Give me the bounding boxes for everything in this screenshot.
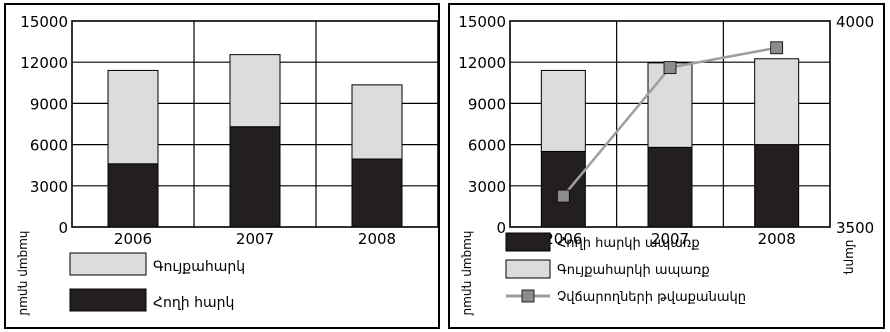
x-tick-label: 2006 [544,230,582,248]
y2-tick-label: 3500 [836,219,874,237]
x-tick-label: 2008 [358,230,396,248]
x-tick-label: 2006 [114,230,152,248]
bar-segment-0 [540,150,586,228]
bar-segment-0 [647,146,693,228]
bar-segment-0 [351,158,403,228]
y-tick-label: 12000 [458,54,506,72]
y-tick-label: 0 [496,219,506,237]
legend-label: Հողի հարկի ապառք [557,236,700,251]
legend-label: Գույքահարկի ապառք [557,263,710,278]
y-tick-label: 15000 [20,13,68,31]
bar-segment-1 [107,69,159,165]
y-tick-label: 9000 [468,95,506,113]
bar-segment-1 [754,58,800,146]
legend-swatch [69,288,147,312]
y-axis-title: հազար դրամ [461,231,475,316]
legend-swatch [505,259,551,279]
y-tick-label: 3000 [30,178,68,196]
bar-segment-0 [754,144,800,228]
y-tick-label: 0 [58,219,68,237]
legend-swatch [69,252,147,276]
y-tick-label: 6000 [468,137,506,155]
line-marker [770,41,784,55]
legend-label: Հողի հարկ [153,295,234,311]
right-chart-panel: 15000 12000 9000 6000 3000 0 2006 2007 2008 հազար… [448,3,885,329]
line-marker [556,189,570,203]
x-tick-label: 2007 [651,230,689,248]
y-tick-label: 6000 [30,137,68,155]
chart-left: 15000 12000 9000 6000 3000 0 2006 2007 2008 հազար… [17,13,439,316]
y-tick-label: 15000 [458,13,506,31]
bar-segment-1 [351,84,403,160]
bar-segment-1 [647,62,693,148]
bar-segment-0 [107,163,159,228]
y-tick-label: 12000 [20,54,68,72]
legend-marker-swatch [521,289,535,303]
x-tick-label: 2007 [236,230,274,248]
chart-right: 15000 12000 9000 6000 3000 0 2006 2007 2008 հազար… [458,13,874,316]
legend-swatch [505,232,551,252]
y-axis-title: հազար դրամ [17,231,31,316]
line-marker [663,61,677,74]
x-tick-label: 2008 [758,230,796,248]
bar-segment-0 [229,126,281,228]
legend-label: Չվճարողների թվաքանակը [557,290,746,305]
y-tick-label: 3000 [468,178,506,196]
y-tick-label: 9000 [30,95,68,113]
legend-label: Գույքահարկ [153,259,245,275]
y2-axis-title: մարդ [843,240,857,275]
bar-segment-1 [540,69,586,152]
bar-segment-1 [229,54,281,128]
y2-tick-label: 4000 [836,13,874,31]
left-chart-panel: 15000 12000 9000 6000 3000 0 2006 2007 2008 հազար… [4,3,440,329]
